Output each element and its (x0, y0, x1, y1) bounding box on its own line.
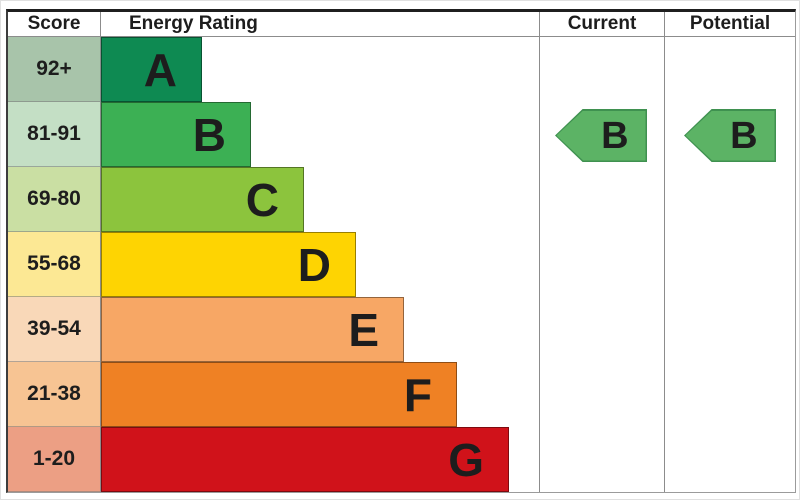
band-row-a: 92+ A (8, 37, 795, 102)
rating-bar-f: F (101, 362, 457, 427)
grade-letter: C (245, 173, 279, 226)
energy-rating-header: Energy Rating (100, 12, 539, 36)
rating-bar-cell: F (100, 362, 539, 427)
rating-bar-e: E (101, 297, 404, 362)
rating-bar-a: A (101, 37, 202, 102)
rating-bar-b: B (101, 102, 251, 167)
band-row-c: 69-80 C (8, 167, 795, 232)
band-row-b: 81-91 B (8, 102, 795, 167)
score-range-label: 55-68 (8, 232, 100, 297)
score-range-label: 92+ (8, 37, 100, 102)
potential-cell (664, 102, 795, 167)
rating-bar-cell: A (100, 37, 539, 102)
potential-rating-arrow: B (684, 109, 776, 162)
current-cell (539, 362, 664, 427)
current-cell (539, 102, 664, 167)
potential-cell (664, 232, 795, 297)
grade-letter: B (192, 108, 226, 161)
grade-letter: F (403, 368, 432, 421)
potential-cell (664, 362, 795, 427)
current-cell (539, 167, 664, 232)
grade-letter: G (448, 433, 484, 486)
band-row-f: 21-38 F (8, 362, 795, 427)
current-header: Current (539, 12, 664, 36)
rating-bar-cell: D (100, 232, 539, 297)
score-range-label: 81-91 (8, 102, 100, 167)
table-header-row: Score Energy Rating Current Potential (8, 12, 795, 37)
band-row-g: 1-20 G (8, 427, 795, 492)
potential-header: Potential (664, 12, 795, 36)
rating-bar-cell: G (100, 427, 539, 492)
band-row-e: 39-54 E (8, 297, 795, 362)
current-cell (539, 427, 664, 492)
score-range-label: 21-38 (8, 362, 100, 427)
current-rating-arrow: B (555, 109, 647, 162)
score-range-label: 39-54 (8, 297, 100, 362)
rating-bar-d: D (101, 232, 356, 297)
score-header: Score (27, 13, 81, 34)
rating-bar-cell: C (100, 167, 539, 232)
band-row-d: 55-68 D (8, 232, 795, 297)
potential-grade-label: B (730, 114, 758, 157)
grade-letter: E (348, 303, 379, 356)
rating-bar-g: G (101, 427, 509, 492)
potential-cell (664, 427, 795, 492)
rating-bar-cell: B (100, 102, 539, 167)
current-cell (539, 37, 664, 102)
potential-cell (664, 297, 795, 362)
rating-bar-cell: E (100, 297, 539, 362)
score-range-label: 69-80 (8, 167, 100, 232)
epc-table: Score Energy Rating Current Potential 92… (6, 9, 796, 493)
grade-letter: A (143, 43, 177, 96)
grade-letter: D (297, 238, 331, 291)
current-cell (539, 297, 664, 362)
potential-cell (664, 37, 795, 102)
score-range-label: 1-20 (8, 427, 100, 492)
current-grade-label: B (601, 114, 629, 157)
rating-bar-c: C (101, 167, 304, 232)
current-cell (539, 232, 664, 297)
potential-cell (664, 167, 795, 232)
